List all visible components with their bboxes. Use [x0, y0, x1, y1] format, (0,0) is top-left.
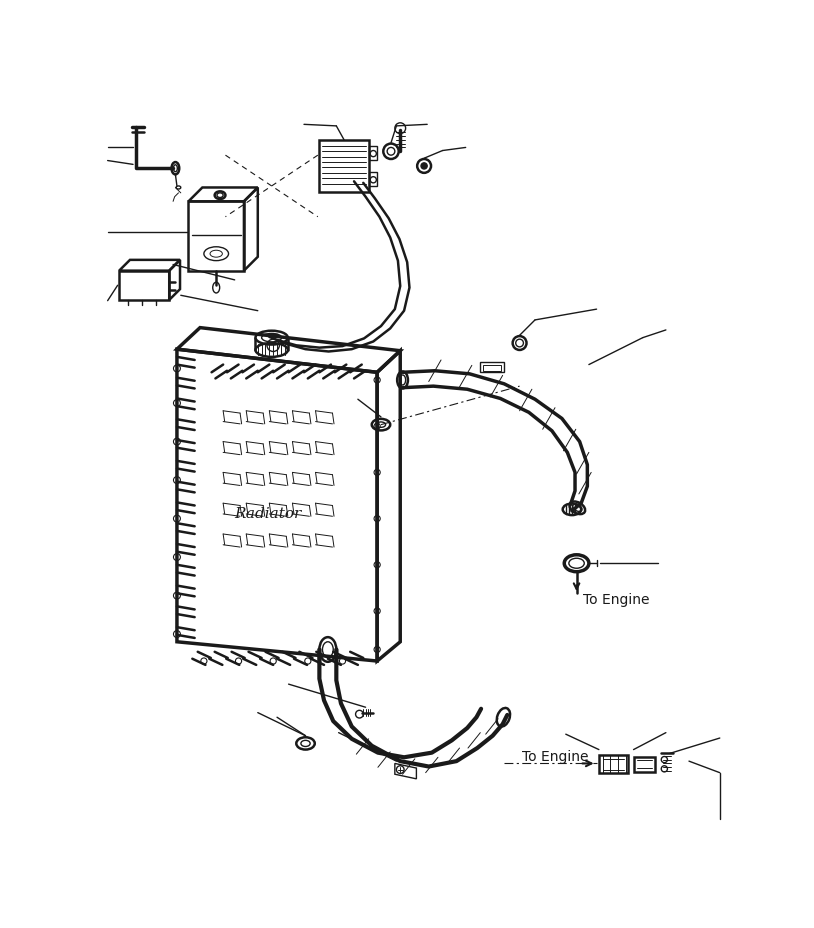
Text: To Engine: To Engine — [583, 593, 650, 607]
Bar — [479, 362, 504, 373]
Bar — [599, 755, 628, 774]
Bar — [633, 756, 655, 772]
Bar — [483, 366, 501, 371]
Text: Radiator: Radiator — [234, 507, 302, 521]
Bar — [370, 173, 377, 187]
Circle shape — [417, 160, 431, 174]
Text: To Engine: To Engine — [522, 749, 589, 763]
Bar — [370, 147, 377, 161]
Circle shape — [421, 163, 427, 170]
